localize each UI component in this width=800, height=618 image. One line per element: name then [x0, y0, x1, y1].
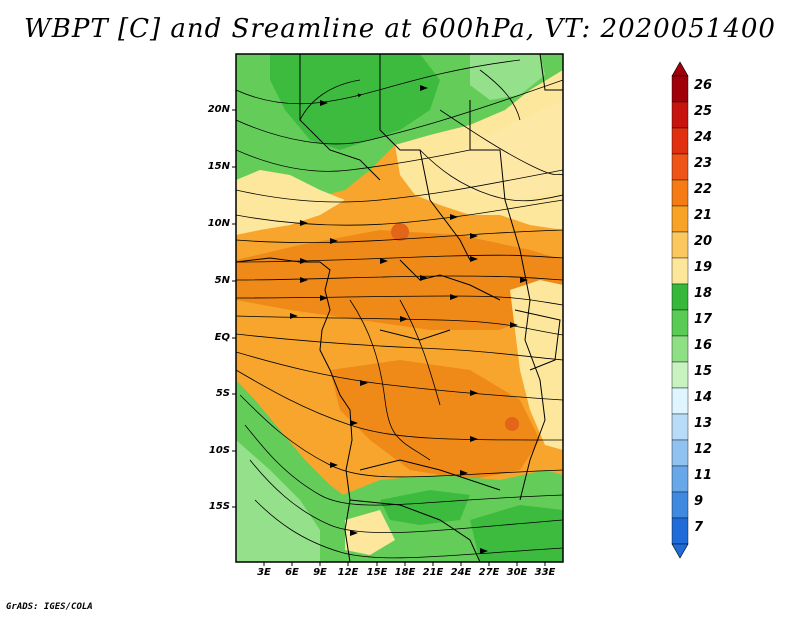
colorbar-label: 12 — [694, 442, 713, 457]
colorbar-segment — [671, 335, 689, 363]
colorbar-segment — [671, 439, 689, 467]
colorbar-label: 21 — [694, 208, 713, 223]
colorbar-segment — [671, 257, 689, 285]
country-borders — [236, 54, 563, 562]
colorbar-label: 19 — [694, 260, 713, 275]
lon-label-27e: 27E — [478, 567, 500, 578]
lat-label-15n: 15N — [207, 161, 230, 172]
colorbar-segment — [671, 387, 689, 415]
colorbar-label: 16 — [694, 338, 713, 353]
colorbar-segment — [671, 517, 689, 545]
colorbar-label: 25 — [694, 104, 713, 119]
colorbar-segment — [671, 361, 689, 389]
lat-label-5s: 5S — [215, 388, 230, 399]
colorbar-label: 23 — [694, 156, 713, 171]
colorbar-segment — [671, 75, 689, 103]
colorbar-segment — [671, 205, 689, 233]
colorbar-label: 20 — [694, 234, 713, 249]
colorbar-segment — [671, 101, 689, 129]
colorbar-over-triangle — [671, 61, 689, 77]
colorbar-label: 13 — [694, 416, 713, 431]
lat-label-15s: 15S — [208, 501, 230, 512]
axis-ticks — [232, 109, 546, 566]
colorbar-label: 15 — [694, 364, 713, 379]
colorbar-segment — [671, 127, 689, 155]
colorbar-label: 11 — [694, 468, 713, 483]
colorbar-segment — [671, 283, 689, 311]
colorbar-segment — [671, 309, 689, 337]
streamline-arrows — [290, 85, 528, 554]
colorbar-label: 7 — [694, 520, 704, 535]
colorbar-segment — [671, 179, 689, 207]
lon-label-6e: 6E — [285, 567, 299, 578]
lat-label-10n: 10N — [207, 218, 230, 229]
colorbar — [671, 61, 689, 559]
colorbar-segment — [671, 153, 689, 181]
colorbar-segment — [671, 231, 689, 259]
lon-label-12e: 12E — [337, 567, 359, 578]
lon-label-21e: 21E — [422, 567, 444, 578]
lon-label-24e: 24E — [450, 567, 472, 578]
lon-label-15e: 15E — [366, 567, 388, 578]
lon-label-30e: 30E — [506, 567, 528, 578]
lon-label-33e: 33E — [534, 567, 556, 578]
colorbar-segment — [671, 465, 689, 493]
map-title: WBPT [C] and Sreamline at 600hPa, VT: 20… — [24, 14, 776, 44]
colorbar-segment — [671, 413, 689, 441]
colorbar-label: 17 — [694, 312, 713, 327]
colorbar-label: 9 — [694, 494, 704, 509]
lat-label-10s: 10S — [208, 445, 230, 456]
lon-label-18e: 18E — [394, 567, 416, 578]
colorbar-label: 14 — [694, 390, 713, 405]
grads-credit: GrADS: IGES/COLA — [6, 602, 93, 612]
lat-label-eq: EQ — [214, 332, 230, 343]
lon-label-9e: 9E — [313, 567, 327, 578]
lon-label-3e: 3E — [257, 567, 271, 578]
map-frame — [235, 53, 564, 563]
colorbar-label: 22 — [694, 182, 713, 197]
wbpt-field — [236, 54, 563, 562]
lat-label-5n: 5N — [214, 275, 230, 286]
colorbar-under-triangle — [671, 543, 689, 559]
colorbar-label: 24 — [694, 130, 713, 145]
colorbar-segment — [671, 491, 689, 519]
lat-label-20n: 20N — [207, 104, 230, 115]
colorbar-label: 18 — [694, 286, 713, 301]
colorbar-label: 26 — [694, 78, 713, 93]
